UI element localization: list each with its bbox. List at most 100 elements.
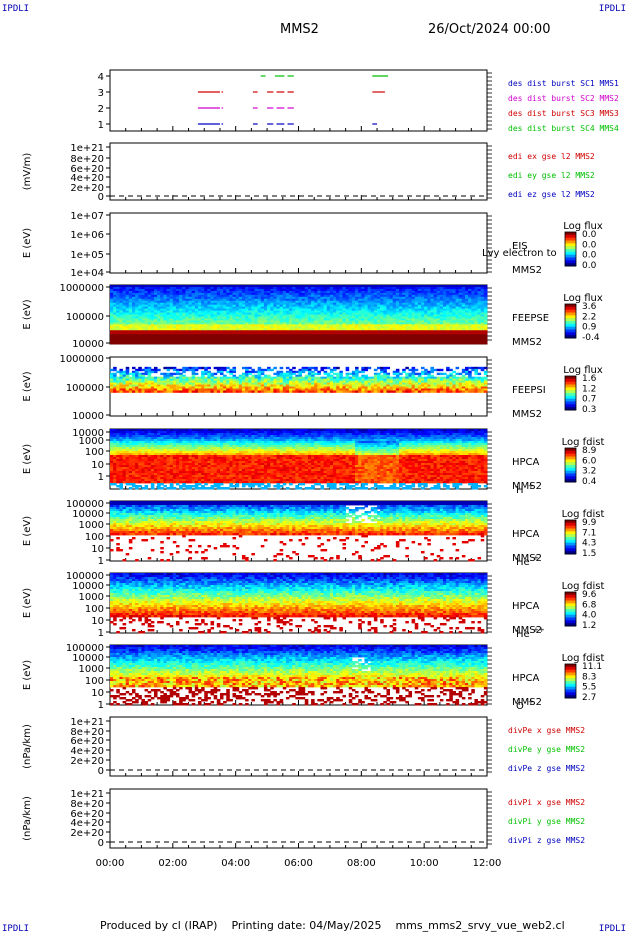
spectrogram-cell xyxy=(116,285,120,288)
spectrogram-cell xyxy=(175,314,180,317)
spectrogram-cell xyxy=(128,318,133,321)
spectrogram-cell xyxy=(160,326,164,329)
spectrogram-cell xyxy=(169,366,174,370)
spectrogram-cell xyxy=(219,372,224,376)
spectrogram-cell xyxy=(386,366,391,370)
spectrogram-cell xyxy=(204,320,208,323)
spectrogram-cell xyxy=(144,330,149,333)
spectrogram-cell xyxy=(207,298,211,302)
spectrogram-cell xyxy=(185,308,189,311)
spectrogram-cell xyxy=(128,314,133,317)
spectrogram-cell xyxy=(163,324,167,327)
spectrogram-cell xyxy=(160,308,164,311)
spectrogram-cell xyxy=(153,294,158,298)
spectrogram-cell xyxy=(125,320,130,323)
spectrogram-cell xyxy=(367,342,372,345)
spectrogram-cell xyxy=(113,332,117,335)
colorbar-swatch xyxy=(565,237,576,241)
spectrogram-cell xyxy=(201,390,205,393)
spectrogram-cell xyxy=(163,312,167,315)
spectrogram-cell xyxy=(223,342,227,345)
spectrogram-cell xyxy=(153,310,158,313)
spectrogram-cell xyxy=(128,332,133,335)
spectrogram-cell xyxy=(128,328,133,331)
spectrogram-cell xyxy=(471,342,475,345)
spectrogram-cell xyxy=(210,310,215,313)
spectrogram-cell xyxy=(351,390,356,393)
spectrogram-cell xyxy=(201,302,205,306)
spectrogram-cell xyxy=(210,300,215,304)
spectrogram-cell xyxy=(144,342,149,345)
spectrogram-cell xyxy=(110,302,114,306)
colorbar-tick-label: 2.2 xyxy=(582,312,596,322)
spectrogram-cell xyxy=(191,308,196,311)
spectrogram-cell xyxy=(116,330,120,333)
spectrogram-cell xyxy=(204,326,208,329)
spectrogram-cell xyxy=(125,306,130,309)
spectrogram-cell xyxy=(386,390,391,393)
spectrogram-cell xyxy=(116,286,120,290)
spectrogram-cell xyxy=(157,294,161,298)
spectrogram-cell xyxy=(389,342,394,345)
spectrogram-cell xyxy=(138,320,142,323)
spectrogram-cell xyxy=(210,330,215,333)
spectrogram-cell xyxy=(166,304,171,308)
spectrogram-cell xyxy=(125,290,130,294)
spectrogram-cell xyxy=(477,342,482,345)
spectrogram-cell xyxy=(141,298,145,302)
spectrogram-cell xyxy=(147,288,152,292)
spectrogram-cell xyxy=(125,342,130,345)
spectrogram-cell xyxy=(480,342,485,345)
spectrogram-cell xyxy=(138,312,142,315)
spectrogram-cell xyxy=(166,368,171,372)
spectrogram-cell xyxy=(216,390,221,393)
spectrogram-cell xyxy=(150,328,155,331)
spectrogram-cell xyxy=(150,308,155,311)
spectrogram-cell xyxy=(197,330,202,333)
spectrogram-cell xyxy=(135,298,139,302)
spectrogram-cell xyxy=(116,306,120,309)
spectrogram-cell xyxy=(119,328,123,331)
spectrogram-cell xyxy=(172,342,177,345)
spectrogram-cell xyxy=(147,306,152,309)
y-axis-label: E (eV) xyxy=(22,299,33,329)
spectrogram-cell xyxy=(150,326,155,329)
spectrogram-cell xyxy=(141,336,145,339)
spectrogram-cell xyxy=(144,285,149,288)
spectrogram-cell xyxy=(125,340,130,343)
spectrogram-cell xyxy=(179,324,183,327)
spectrogram-cell xyxy=(110,322,114,325)
spectrogram-cell xyxy=(166,320,171,323)
spectrogram-cell xyxy=(153,285,158,288)
spectrogram-cell xyxy=(194,372,199,376)
spectrogram-cell xyxy=(188,310,193,313)
legend-entry: des dist burst SC4 MMS4 xyxy=(508,124,619,133)
spectrogram-cell xyxy=(163,298,167,302)
spectrogram-cell xyxy=(147,296,152,300)
spectrogram-cell xyxy=(314,390,318,393)
spectrogram-cell xyxy=(138,342,142,345)
spectrogram-cell xyxy=(169,308,174,311)
spectrogram-cell xyxy=(197,288,202,292)
spectrogram-cell xyxy=(285,390,290,393)
spectrogram-cell xyxy=(279,342,284,345)
spectrogram-cell xyxy=(150,340,155,343)
spectrogram-cell xyxy=(131,342,136,345)
spectrogram-cell xyxy=(188,324,193,327)
spectrogram-cell xyxy=(191,336,196,339)
spectrogram-cell xyxy=(191,312,196,315)
spectrogram-cell xyxy=(135,330,139,333)
spectrogram-cell xyxy=(135,310,139,313)
spectrogram-cell xyxy=(113,286,117,290)
spectrogram-cell xyxy=(188,296,193,300)
spectrogram-cell xyxy=(141,332,145,335)
spectrogram-cell xyxy=(191,324,196,327)
spectrogram-cell xyxy=(175,312,180,315)
spectrogram-cell xyxy=(141,306,145,309)
spectrogram-cell xyxy=(166,310,171,313)
spectrogram-cell xyxy=(125,304,130,308)
spectrogram-cell xyxy=(122,290,127,294)
spectrogram-cell xyxy=(110,318,114,321)
spectrogram-cell xyxy=(160,304,164,308)
spectrogram-cell xyxy=(110,290,114,294)
